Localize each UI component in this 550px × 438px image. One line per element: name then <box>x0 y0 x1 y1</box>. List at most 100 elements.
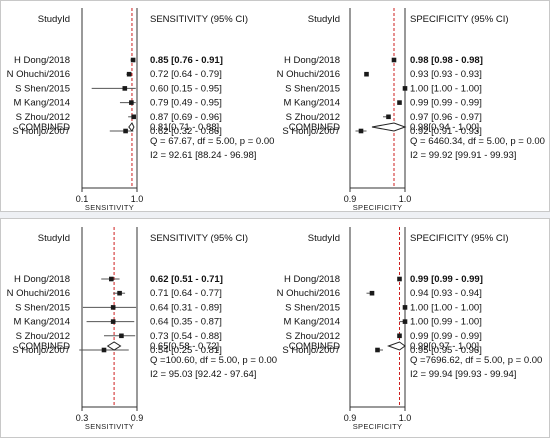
study-estimate-text: 0.71 [0.64 - 0.77] <box>150 288 222 299</box>
x-tick-label: 0.1 <box>76 194 89 204</box>
study-estimate-text: 0.97 [0.96 - 0.97] <box>410 112 482 123</box>
heterogeneity-q-text: Q =100.60, df = 5.00, p = 0.00 <box>150 355 277 366</box>
study-point-marker <box>391 57 397 63</box>
study-point-marker <box>397 276 402 282</box>
study-point-marker <box>110 319 116 324</box>
studyid-header: StudyId <box>38 233 70 244</box>
x-tick-label: 0.9 <box>131 413 144 423</box>
studyid-header: StudyId <box>308 14 340 25</box>
study-label: M Kang/2014 <box>283 98 340 109</box>
stat-header: SENSITIVITY (95% CI) <box>150 14 248 25</box>
studyid-header: StudyId <box>308 233 340 244</box>
studyid-header: StudyId <box>38 14 70 25</box>
stat-header: SPECIFICITY (95% CI) <box>410 233 509 244</box>
study-label: S Honjo/2007 <box>282 126 340 137</box>
study-point-marker <box>101 347 107 353</box>
study-label: S Shen/2015 <box>285 302 340 313</box>
study-point-marker <box>110 305 116 310</box>
study-estimate-text: 0.99 [0.99 - 0.99] <box>410 331 482 342</box>
combined-estimate-text: 0.65[0.58 - 0.72] <box>150 341 219 352</box>
study-estimate-text: 1.00 [1.00 - 1.00] <box>410 83 482 94</box>
combined-label: COMBINED <box>19 341 70 352</box>
study-estimate-text: 1.00 [0.99 - 1.00] <box>410 317 482 328</box>
heterogeneity-i2-text: I2 = 95.03 [92.42 - 97.64] <box>150 369 256 380</box>
top-row-frame <box>0 0 550 212</box>
study-label: S Honjo/2007 <box>282 345 340 356</box>
x-tick-label: 0.9 <box>344 413 357 423</box>
study-estimate-text: 0.72 [0.64 - 0.79] <box>150 69 222 80</box>
study-point-marker <box>119 333 124 339</box>
study-estimate-text: 0.99 [0.99 - 0.99] <box>410 274 483 285</box>
study-estimate-text: 0.60 [0.15 - 0.95] <box>150 83 222 94</box>
study-label: S Shen/2015 <box>285 83 340 94</box>
combined-label: COMBINED <box>289 122 340 133</box>
study-label: H Dong/2018 <box>284 55 340 66</box>
x-axis-title: SPECIFICITY <box>353 422 403 431</box>
study-point-marker <box>123 128 128 134</box>
study-point-marker <box>117 290 122 296</box>
study-point-marker <box>369 290 375 296</box>
study-estimate-text: 0.95 [0.95 - 0.96] <box>410 345 482 356</box>
combined-diamond <box>371 122 407 132</box>
study-label: S Zhou/2012 <box>286 112 340 123</box>
heterogeneity-q-text: Q = 67.67, df = 5.00, p = 0.00 <box>150 136 274 147</box>
study-estimate-text: 0.79 [0.49 - 0.95] <box>150 98 222 109</box>
study-estimate-text: 0.54 [0.25 - 0.81] <box>150 345 222 356</box>
combined-label: COMBINED <box>19 122 70 133</box>
heterogeneity-q-text: Q = 6460.34, df = 5.00, p = 0.00 <box>410 136 545 147</box>
study-label: M Kang/2014 <box>13 98 70 109</box>
bottom-row-frame <box>0 218 550 438</box>
study-label: S Honjo/2007 <box>12 345 70 356</box>
x-tick-label: 1.0 <box>399 194 412 204</box>
stat-header: SENSITIVITY (95% CI) <box>150 233 248 244</box>
x-tick-label: 0.3 <box>76 413 89 423</box>
study-estimate-text: 0.93 [0.93 - 0.93] <box>410 69 482 80</box>
x-tick-label: 0.9 <box>344 194 357 204</box>
study-estimate-text: 1.00 [1.00 - 1.00] <box>410 302 482 313</box>
heterogeneity-i2-text: I2 = 99.94 [99.93 - 99.94] <box>410 369 516 380</box>
study-estimate-text: 0.64 [0.31 - 0.89] <box>150 302 222 313</box>
study-label: N Ohuchi/2016 <box>7 288 70 299</box>
study-label: H Dong/2018 <box>284 274 340 285</box>
study-label: S Shen/2015 <box>15 83 70 94</box>
study-point-marker <box>402 319 408 324</box>
study-estimate-text: 0.92 [0.91 - 0.93] <box>410 126 482 137</box>
study-label: S Shen/2015 <box>15 302 70 313</box>
study-label: H Dong/2018 <box>14 274 70 285</box>
x-tick-label: 1.0 <box>399 413 412 423</box>
study-estimate-text: 0.73 [0.54 - 0.88] <box>150 331 222 342</box>
combined-estimate-text: 0.98[0.94 - 1.00] <box>410 122 479 133</box>
study-estimate-text: 0.62 [0.51 - 0.71] <box>150 274 223 285</box>
x-tick-label: 1.0 <box>131 194 144 204</box>
combined-estimate-text: 0.81[0.71 - 0.88] <box>150 122 219 133</box>
study-point-marker <box>126 71 132 77</box>
study-estimate-text: 0.94 [0.93 - 0.94] <box>410 288 482 299</box>
study-estimate-text: 0.85 [0.76 - 0.91] <box>150 55 223 66</box>
study-point-marker <box>386 114 391 120</box>
study-point-marker <box>129 100 134 105</box>
study-label: M Kang/2014 <box>13 317 70 328</box>
study-label: M Kang/2014 <box>283 317 340 328</box>
study-point-marker <box>364 71 369 77</box>
study-estimate-text: 0.98 [0.98 - 0.98] <box>410 55 483 66</box>
heterogeneity-i2-text: I2 = 92.61 [88.24 - 96.98] <box>150 150 256 161</box>
study-label: S Honjo/2007 <box>12 126 70 137</box>
study-label: S Zhou/2012 <box>16 331 70 342</box>
x-axis-title: SPECIFICITY <box>353 203 403 212</box>
study-point-marker <box>131 114 136 120</box>
study-label: S Zhou/2012 <box>286 331 340 342</box>
study-point-marker <box>130 57 136 63</box>
study-label: N Ohuchi/2016 <box>277 288 340 299</box>
study-point-marker <box>122 86 128 91</box>
study-estimate-text: 0.64 [0.35 - 0.87] <box>150 317 222 328</box>
study-estimate-text: 0.87 [0.69 - 0.96] <box>150 112 222 123</box>
combined-diamond <box>106 341 122 351</box>
study-label: H Dong/2018 <box>14 55 70 66</box>
x-axis-title: SENSITIVITY <box>85 422 134 431</box>
study-estimate-text: 0.99 [0.99 - 0.99] <box>410 98 482 109</box>
row-divider <box>0 212 550 218</box>
study-point-marker <box>375 347 380 353</box>
combined-label: COMBINED <box>289 341 340 352</box>
heterogeneity-q-text: Q =7696.62, df = 5.00, p = 0.00 <box>410 355 542 366</box>
